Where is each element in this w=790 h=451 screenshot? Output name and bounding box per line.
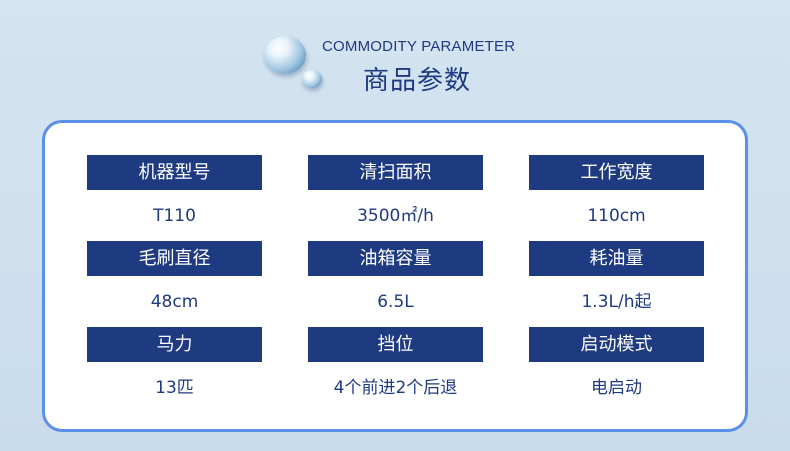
param-value: 6.5L (377, 292, 414, 312)
param-horsepower: 马力 13匹 (87, 327, 262, 401)
param-value: 110cm (587, 206, 646, 226)
param-value: 13匹 (155, 378, 194, 398)
param-start: 启动模式 电启动 (529, 327, 704, 401)
param-label: 马力 (87, 327, 262, 362)
param-label: 耗油量 (529, 241, 704, 276)
param-gear: 挡位 4个前进2个后退 (308, 327, 483, 401)
section-title-en: COMMODITY PARAMETER (322, 38, 516, 55)
param-label: 工作宽度 (529, 155, 704, 190)
section-title-zh: 商品参数 (363, 66, 472, 96)
param-width: 工作宽度 110cm (529, 155, 704, 229)
param-value: T110 (153, 206, 196, 226)
param-label: 毛刷直径 (87, 241, 262, 276)
param-label: 挡位 (308, 327, 483, 362)
param-value: 1.3L/h起 (581, 292, 652, 312)
param-model: 机器型号 T110 (87, 155, 262, 229)
param-label: 机器型号 (87, 155, 262, 190)
water-drop-icon (264, 36, 306, 74)
param-area: 清扫面积 3500㎡/h (308, 155, 483, 229)
param-value: 48cm (150, 292, 199, 312)
parameter-card: 机器型号 T110 清扫面积 3500㎡/h 工作宽度 110cm 毛刷直径 48cm … (42, 120, 748, 432)
param-label: 油箱容量 (308, 241, 483, 276)
param-fuel: 耗油量 1.3L/h起 (529, 241, 704, 315)
param-brush: 毛刷直径 48cm (87, 241, 262, 315)
param-label: 启动模式 (529, 327, 704, 362)
param-label: 清扫面积 (308, 155, 483, 190)
param-value: 电启动 (591, 378, 642, 398)
water-drop-small-icon (302, 70, 322, 88)
param-tank: 油箱容量 6.5L (308, 241, 483, 315)
param-value: 4个前进2个后退 (333, 378, 458, 398)
param-value: 3500㎡/h (357, 206, 434, 226)
